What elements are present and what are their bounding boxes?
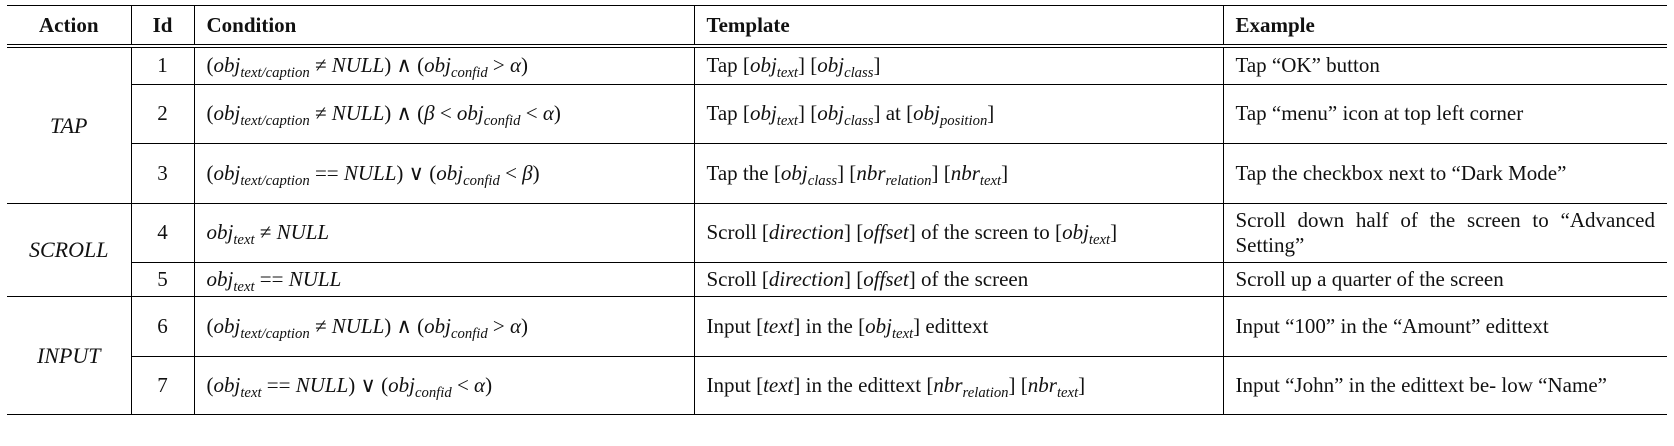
row-condition: (objtext/caption ≠ NULL) ∧ (β < objconfi… [194,83,695,143]
row-template: Tap [objtext] [objclass] [694,46,1224,84]
header-action: Action [7,5,132,46]
row-example: Tap “menu” icon at top left corner [1223,83,1667,143]
row-id: 3 [131,142,195,203]
row-template: Tap the [objclass] [nbrrelation] [nbrtex… [694,142,1224,203]
row-template: Tap [objtext] [objclass] at [objposition… [694,83,1224,143]
table-row: TAP 1 (objtext/caption ≠ NULL) ∧ (objcon… [7,46,1667,203]
row-template: Input [text] in the edittext [nbrrelatio… [694,355,1224,414]
header-template: Template [694,5,1224,46]
row-example: Tap “OK” button [1235,53,1380,78]
action-tap: TAP [7,46,132,203]
row-condition: objtext ≠ NULL [194,203,695,262]
row-condition: (objtext/caption == NULL) ∨ (objconfid <… [194,142,695,203]
row-id: 5 [131,261,195,296]
row-condition: objtext == NULL [194,261,695,296]
table-row: 2 (objtext/caption ≠ NULL) ∧ (β < objcon… [7,83,1667,143]
action-template-table: Action Id Condition Template Example TAP… [7,5,1667,415]
table-row: INPUT 6 (objtext/caption ≠ NULL) ∧ (objc… [7,296,1667,414]
table-row: 5 objtext == NULL Scroll [direction] [of… [7,261,1667,296]
row-example: Scroll down half of the screen to “Advan… [1235,207,1656,257]
row-example: Input “100” in the “Amount” edittext [1235,313,1549,338]
row-id: 7 [131,355,195,414]
row-id: 6 [131,296,195,356]
table-row: 3 (objtext/caption == NULL) ∨ (objconfid… [7,142,1667,203]
header-row: Action Id Condition Template Example [7,5,1667,46]
row-example: Tap the checkbox next to “Dark Mode” [1223,142,1667,203]
row-id: 2 [131,83,195,143]
row-condition: (objtext/caption ≠ NULL) ∧ (objconfid > … [194,46,695,84]
row-template: Scroll [direction] [offset] of the scree… [694,261,1224,296]
header-id: Id [131,5,195,46]
row-id: 1 [131,46,195,84]
row-condition: (objtext/caption ≠ NULL) ∧ (objconfid > … [194,296,695,356]
header-condition: Condition [194,5,695,46]
header-example: Example [1235,12,1315,37]
table-row: SCROLL 4 objtext ≠ NULL Scroll [directio… [7,203,1667,296]
row-example: Scroll up a quarter of the screen [1223,261,1667,296]
row-template: Scroll [direction] [offset] of the scree… [694,203,1224,262]
row-id: 4 [131,203,195,262]
row-condition: (objtext == NULL) ∨ (objconfid < α) [194,355,695,414]
table-row: 7 (objtext == NULL) ∨ (objconfid < α) In… [7,355,1667,414]
action-input: INPUT [7,296,132,414]
row-template: Input [text] in the [objtext] edittext [694,296,1224,356]
action-scroll: SCROLL [7,203,132,296]
row-example: Input “John” in the edittext be- low “Na… [1223,355,1667,414]
